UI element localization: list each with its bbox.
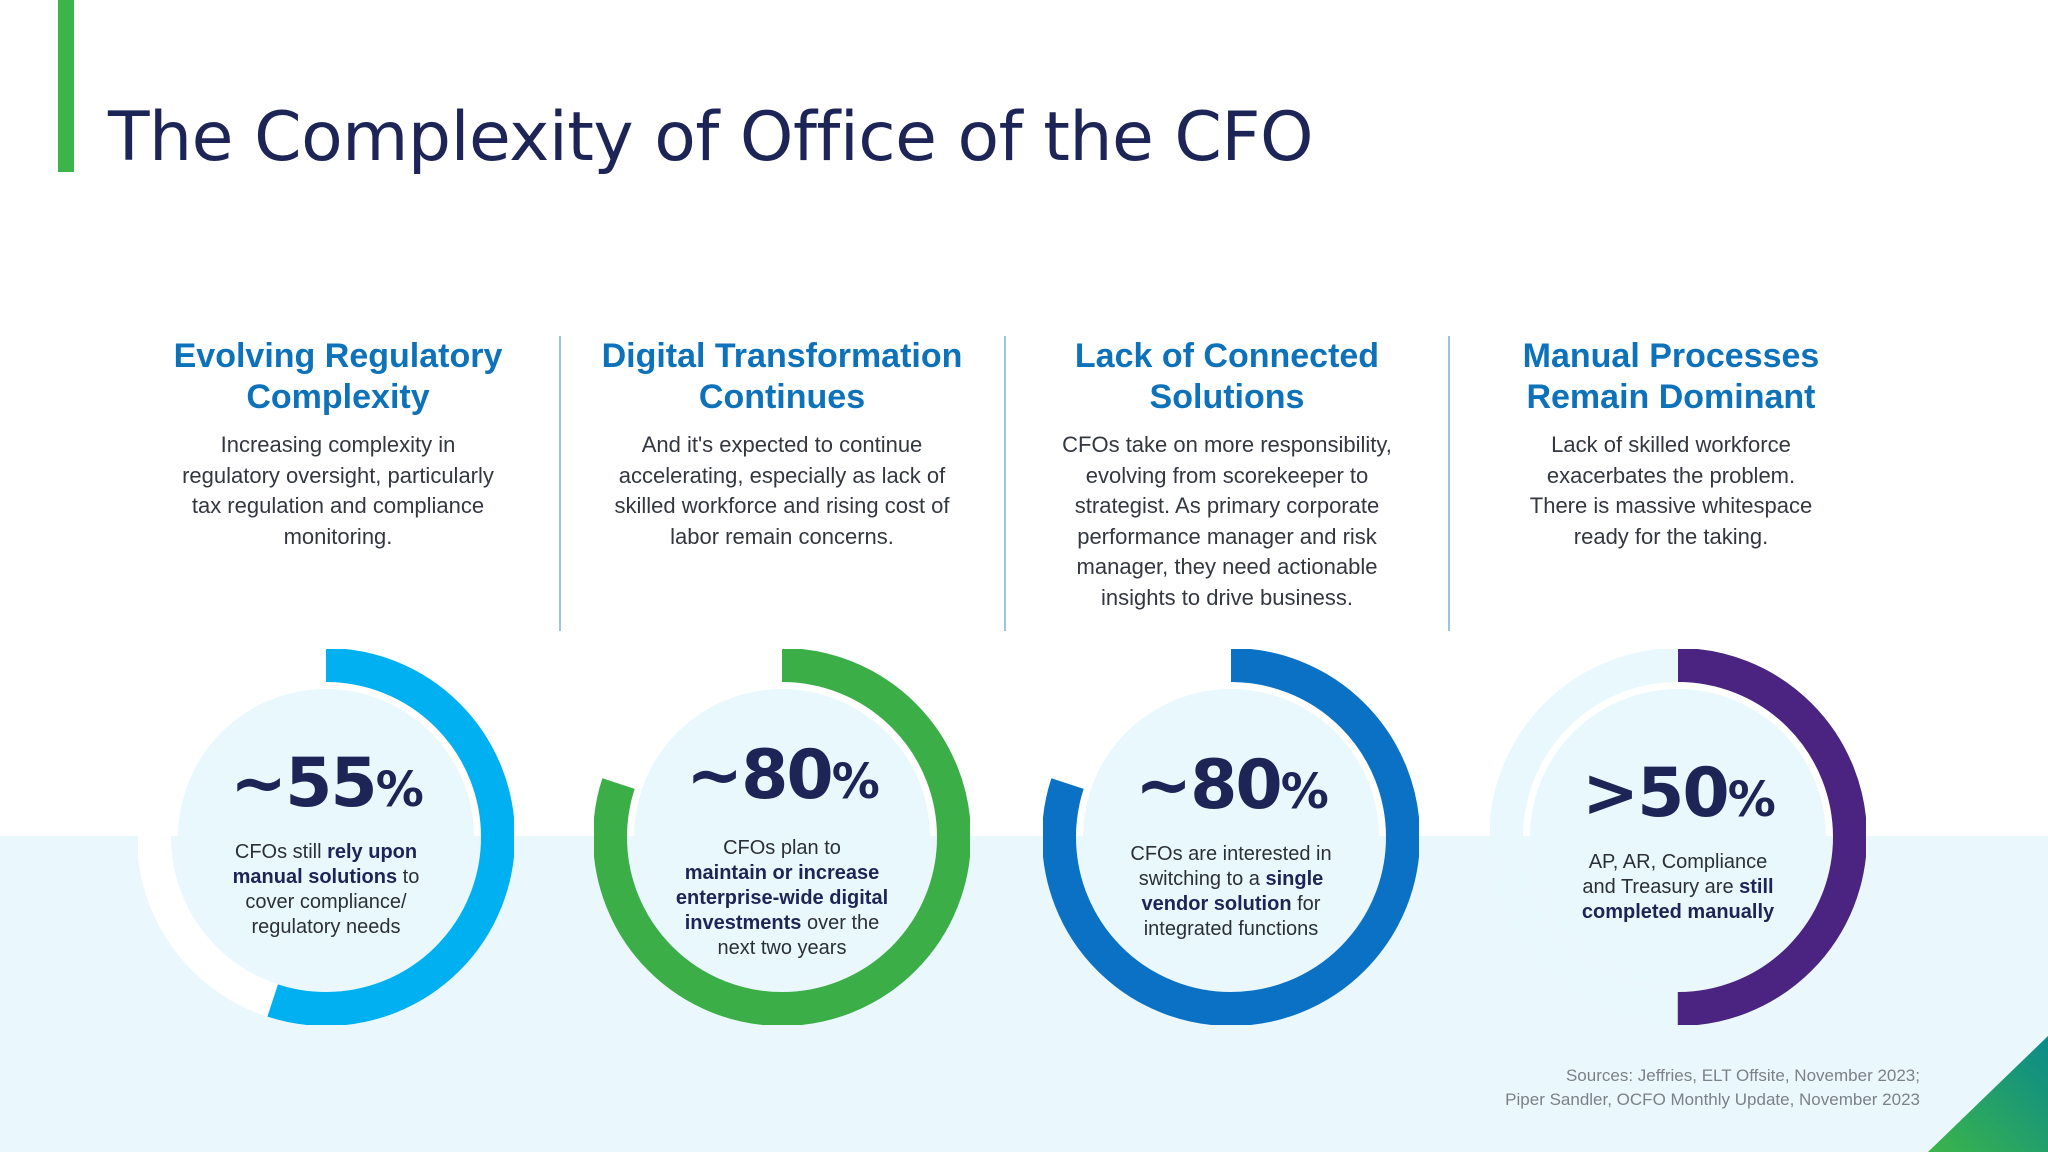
stat-value: >50%: [1582, 754, 1776, 833]
ring-inner: [1083, 689, 1379, 985]
stat-value: ~80%: [686, 736, 880, 815]
stat-ring-2: [594, 649, 970, 1025]
column-digital-transformation: Digital Transformation Continues And it'…: [592, 336, 972, 552]
column-divider: [1448, 336, 1450, 631]
column-description: Lack of skilled workforce exacerbates th…: [1529, 432, 1813, 549]
ring-inner: [178, 689, 474, 985]
stat-ring-3: [1043, 649, 1419, 1025]
corner-decoration: [1928, 1036, 2048, 1152]
stat-value: ~80%: [1135, 746, 1329, 825]
column-description: CFOs take on more responsibility, evolvi…: [1062, 432, 1392, 610]
column-heading: Evolving Regulatory Complexity: [173, 337, 503, 416]
stat-card-1: ~55% CFOs still rely upon manual solution…: [196, 750, 456, 940]
column-divider: [559, 336, 561, 631]
ring-progress: [1490, 649, 1866, 1025]
column-connected-solutions: Lack of Connected Solutions CFOs take on…: [1037, 336, 1417, 613]
sources-footnote: Sources: Jeffries, ELT Offsite, November…: [1505, 1066, 1920, 1109]
stat-ring-1: [138, 649, 514, 1025]
column-heading: Manual Processes Remain Dominant: [1522, 337, 1820, 416]
stat-description: CFOs are interested in switching to a sin…: [1130, 843, 1332, 940]
stat-description: CFOs still rely upon manual solutions to c…: [232, 841, 420, 938]
column-heading: Digital Transformation Continues: [601, 337, 963, 416]
ring-progress: [1043, 649, 1419, 1025]
stat-value: ~55%: [230, 744, 424, 823]
ring-inner: [634, 689, 930, 985]
column-manual-processes: Manual Processes Remain Dominant Lack of…: [1481, 336, 1861, 552]
column-divider: [1004, 336, 1006, 631]
ring-inner: [1530, 689, 1826, 985]
column-regulatory: Evolving Regulatory Complexity Increasin…: [148, 336, 528, 552]
ring-progress: [594, 649, 970, 1025]
stat-card-2: ~80% CFOs plan to maintain or increase ent…: [652, 742, 912, 961]
stat-description: CFOs plan to maintain or increase enterpri…: [675, 837, 889, 959]
stat-card-4: >50% AP, AR, Compliance and Treasury are …: [1548, 760, 1808, 925]
ring-progress: [138, 649, 514, 1025]
stat-description: AP, AR, Compliance and Treasury are still…: [1581, 851, 1775, 923]
column-description: Increasing complexity in regulatory over…: [182, 432, 494, 549]
page-title: The Complexity of Office of the CFO: [108, 98, 1314, 177]
stat-ring-4: [1490, 649, 1866, 1025]
corner-triangle: [1928, 1036, 2048, 1152]
column-description: And it's expected to continue accelerati…: [614, 432, 950, 549]
column-heading: Lack of Connected Solutions: [1074, 337, 1380, 416]
stat-card-3: ~80% CFOs are interested in switching to …: [1101, 752, 1361, 942]
accent-bar: [58, 0, 74, 172]
